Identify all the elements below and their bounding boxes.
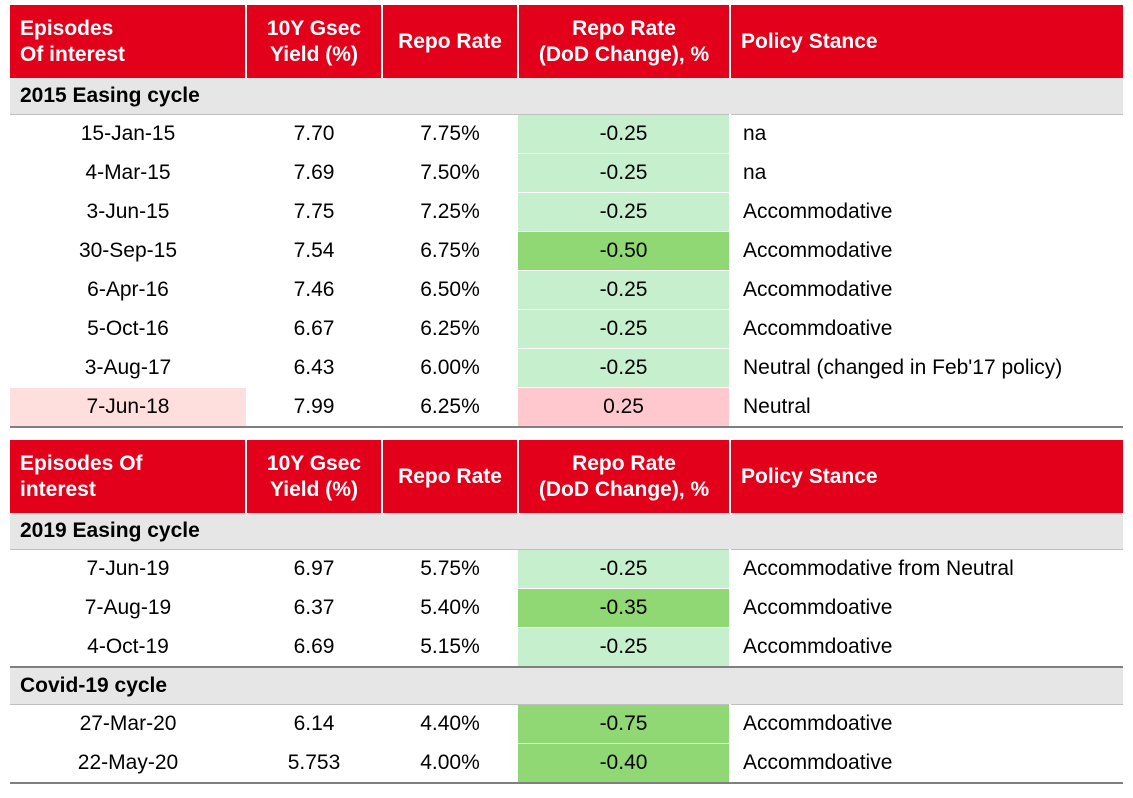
repo-rate-cell: 4.40% bbox=[382, 704, 518, 744]
table-row: 15-Jan-15 7.70 7.75% -0.25 na bbox=[10, 114, 1123, 154]
header-repo-rate: Repo Rate bbox=[382, 5, 519, 78]
rate-episodes-table-2015: Episodes Of interest 10Y Gsec Yield (%) Re… bbox=[10, 5, 1123, 428]
yield-cell: 6.67 bbox=[246, 309, 382, 349]
date-cell: 7-Jun-19 bbox=[10, 549, 246, 589]
table-header-row: Episodes Of interest 10Y Gsec Yield (%) Re… bbox=[10, 5, 1123, 78]
repo-rate-cell: 6.25% bbox=[382, 387, 518, 428]
table-header-row: Episodes Of interest 10Y Gsec Yield (%) Re… bbox=[10, 440, 1123, 513]
yield-cell: 7.75 bbox=[246, 192, 382, 232]
header-repo-change: Repo Rate (DoD Change), % bbox=[518, 440, 731, 513]
repo-change-cell: -0.25 bbox=[518, 114, 731, 154]
table-row: 5-Oct-16 6.67 6.25% -0.25 Accommdoative bbox=[10, 309, 1123, 349]
table-row: 4-Mar-15 7.69 7.50% -0.25 na bbox=[10, 153, 1123, 193]
date-cell: 27-Mar-20 bbox=[10, 704, 246, 744]
header-yield: 10Y Gsec Yield (%) bbox=[246, 440, 383, 513]
table-row: 3-Jun-15 7.75 7.25% -0.25 Accommodative bbox=[10, 192, 1123, 232]
yield-cell: 7.69 bbox=[246, 153, 382, 193]
policy-stance-cell: na bbox=[730, 153, 1123, 193]
policy-stance-cell: Accommodative bbox=[730, 192, 1123, 232]
section-title: Covid-19 cycle bbox=[10, 667, 1123, 705]
date-cell: 3-Aug-17 bbox=[10, 348, 246, 388]
repo-rate-cell: 7.75% bbox=[382, 114, 518, 154]
table-row: 30-Sep-15 7.54 6.75% -0.50 Accommodative bbox=[10, 231, 1123, 271]
yield-cell: 7.46 bbox=[246, 270, 382, 310]
table-row: 4-Oct-19 6.69 5.15% -0.25 Accommdoative bbox=[10, 627, 1123, 668]
repo-rate-cell: 5.40% bbox=[382, 588, 518, 628]
yield-cell: 6.37 bbox=[246, 588, 382, 628]
date-cell: 7-Aug-19 bbox=[10, 588, 246, 628]
repo-change-cell: -0.25 bbox=[518, 192, 731, 232]
date-cell: 7-Jun-18 bbox=[10, 387, 246, 428]
date-cell: 3-Jun-15 bbox=[10, 192, 246, 232]
date-cell: 5-Oct-16 bbox=[10, 309, 246, 349]
repo-change-cell: -0.25 bbox=[518, 348, 731, 388]
date-cell: 15-Jan-15 bbox=[10, 114, 246, 154]
yield-cell: 6.14 bbox=[246, 704, 382, 744]
table-row: 7-Aug-19 6.37 5.40% -0.35 Accommdoative bbox=[10, 588, 1123, 628]
header-policy-stance: Policy Stance bbox=[730, 5, 1123, 78]
policy-stance-cell: Neutral (changed in Feb'17 policy) bbox=[730, 348, 1123, 388]
header-repo-change: Repo Rate (DoD Change), % bbox=[518, 5, 731, 78]
yield-cell: 7.54 bbox=[246, 231, 382, 271]
repo-rate-cell: 5.75% bbox=[382, 549, 518, 589]
header-episodes: Episodes Of interest bbox=[10, 440, 247, 513]
table-row: 3-Aug-17 6.43 6.00% -0.25 Neutral (changed i… bbox=[10, 348, 1123, 388]
rate-episodes-table-2019: Episodes Of interest 10Y Gsec Yield (%) Re… bbox=[10, 440, 1123, 784]
yield-cell: 6.43 bbox=[246, 348, 382, 388]
repo-change-cell: -0.50 bbox=[518, 231, 731, 271]
repo-rate-cell: 7.50% bbox=[382, 153, 518, 193]
date-cell: 6-Apr-16 bbox=[10, 270, 246, 310]
header-policy-stance: Policy Stance bbox=[730, 440, 1123, 513]
repo-rate-cell: 7.25% bbox=[382, 192, 518, 232]
policy-stance-cell: Accommodative from Neutral bbox=[730, 549, 1123, 589]
header-yield: 10Y Gsec Yield (%) bbox=[246, 5, 383, 78]
policy-stance-cell: Accommdoative bbox=[730, 588, 1123, 628]
policy-stance-cell: Accommodative bbox=[730, 231, 1123, 271]
section-title: 2019 Easing cycle bbox=[10, 513, 1123, 550]
repo-rate-cell: 6.00% bbox=[382, 348, 518, 388]
repo-change-cell: 0.25 bbox=[518, 387, 731, 428]
section-title: 2015 Easing cycle bbox=[10, 78, 1123, 115]
repo-change-cell: -0.25 bbox=[518, 627, 731, 668]
date-cell: 4-Mar-15 bbox=[10, 153, 246, 193]
repo-change-cell: -0.35 bbox=[518, 588, 731, 628]
repo-rate-cell: 6.75% bbox=[382, 231, 518, 271]
repo-change-cell: -0.25 bbox=[518, 153, 731, 193]
table-row: 22-May-20 5.753 4.00% -0.40 Accommdoative bbox=[10, 743, 1123, 784]
repo-rate-cell: 6.50% bbox=[382, 270, 518, 310]
policy-stance-cell: Accommdoative bbox=[730, 309, 1123, 349]
repo-change-cell: -0.25 bbox=[518, 270, 731, 310]
date-cell: 4-Oct-19 bbox=[10, 627, 246, 668]
section-header-row: Covid-19 cycle bbox=[10, 667, 1123, 705]
policy-stance-cell: Accommodative bbox=[730, 270, 1123, 310]
policy-stance-cell: Accommdoative bbox=[730, 627, 1123, 668]
yield-cell: 6.69 bbox=[246, 627, 382, 668]
section-header-row: 2019 Easing cycle bbox=[10, 513, 1123, 550]
repo-change-cell: -0.25 bbox=[518, 309, 731, 349]
yield-cell: 5.753 bbox=[246, 743, 382, 784]
repo-rate-cell: 4.00% bbox=[382, 743, 518, 784]
policy-stance-cell: na bbox=[730, 114, 1123, 154]
repo-rate-cell: 5.15% bbox=[382, 627, 518, 668]
repo-rate-cell: 6.25% bbox=[382, 309, 518, 349]
table-row: 6-Apr-16 7.46 6.50% -0.25 Accommodative bbox=[10, 270, 1123, 310]
yield-cell: 6.97 bbox=[246, 549, 382, 589]
policy-stance-cell: Accommdoative bbox=[730, 743, 1123, 784]
table-row: 7-Jun-19 6.97 5.75% -0.25 Accommodative from… bbox=[10, 549, 1123, 589]
table-row: 27-Mar-20 6.14 4.40% -0.75 Accommdoative bbox=[10, 704, 1123, 744]
date-cell: 30-Sep-15 bbox=[10, 231, 246, 271]
section-header-row: 2015 Easing cycle bbox=[10, 78, 1123, 115]
yield-cell: 7.70 bbox=[246, 114, 382, 154]
repo-change-cell: -0.25 bbox=[518, 549, 731, 589]
date-cell: 22-May-20 bbox=[10, 743, 246, 784]
repo-change-cell: -0.40 bbox=[518, 743, 731, 784]
policy-stance-cell: Accommdoative bbox=[730, 704, 1123, 744]
repo-change-cell: -0.75 bbox=[518, 704, 731, 744]
policy-stance-cell: Neutral bbox=[730, 387, 1123, 428]
header-episodes: Episodes Of interest bbox=[10, 5, 247, 78]
table-row: 7-Jun-18 7.99 6.25% 0.25 Neutral bbox=[10, 387, 1123, 428]
header-repo-rate: Repo Rate bbox=[382, 440, 519, 513]
yield-cell: 7.99 bbox=[246, 387, 382, 428]
